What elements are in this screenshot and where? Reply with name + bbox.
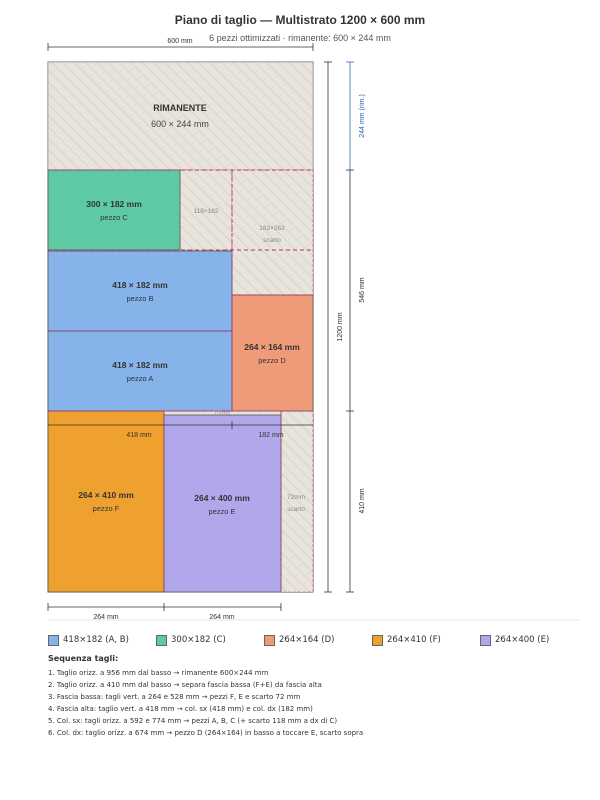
cut-step: 4. Fascia alta: taglio vert. a 418 mm → …	[48, 705, 313, 713]
piece-d-name: pezzo D	[258, 356, 286, 365]
legend-label: 300×182 (C)	[171, 635, 226, 645]
legend-item-c: 300×182 (C)	[156, 633, 226, 647]
legend-label: 264×164 (D)	[279, 635, 335, 645]
legend-swatch	[48, 634, 59, 646]
col-left-label: 418 mm	[126, 432, 151, 439]
legend-item-f: 264×410 (F)	[372, 633, 441, 647]
scrap-72-dims: 72mm	[287, 494, 305, 501]
right-top-label: 244 mm (rim.)	[359, 94, 366, 138]
cut-sequence: Sequenza tagli: 1. Taglio orizz. a 956 m…	[48, 654, 568, 742]
legend-swatch	[264, 634, 275, 646]
cut-step: 1. Taglio orizz. a 956 mm dal basso → ri…	[48, 669, 269, 677]
cut-step: 2. Taglio orizz. a 410 mm dal basso → se…	[48, 681, 322, 689]
legend-label: 264×400 (E)	[495, 635, 550, 645]
scrap-118-label: 118×182	[193, 208, 218, 215]
cut-step: 3. Fascia bassa: tagli vert. a 264 e 528…	[48, 693, 301, 701]
bottom-right-label: 264 mm	[209, 614, 234, 621]
segment-dimension: 244 mm (rim.) 546 mm 410 mm	[346, 61, 366, 593]
page-subtitle: 6 pezzi ottimizzati · rimanente: 600 × 2…	[209, 33, 391, 43]
piece-f-name: pezzo F	[93, 504, 120, 513]
legend-swatch	[480, 634, 491, 646]
right-bottom-label: 410 mm	[359, 488, 366, 513]
scrap-72	[280, 410, 314, 593]
legend-swatch	[372, 634, 383, 646]
legend-item-d: 264×164 (D)	[264, 633, 334, 647]
piece-e-dims: 264 × 400 mm	[194, 493, 250, 503]
right-mid-label: 546 mm	[359, 277, 366, 302]
piece-a-name: pezzo A	[127, 374, 154, 383]
sheet-width-label: 600 mm	[167, 38, 192, 45]
cut-step: 5. Col. sx: tagli orizz. a 592 e 774 mm …	[48, 717, 338, 725]
piece-f-dims: 264 × 410 mm	[78, 490, 134, 500]
top-width-dimension: 600 mm	[47, 38, 314, 51]
page-title: Piano di taglio — Multistrato 1200 × 600…	[175, 13, 425, 27]
piece-c-name: pezzo C	[100, 213, 128, 222]
scrap-182	[231, 169, 314, 296]
cut-step: 6. Col. dx: taglio orizz. a 674 mm → pez…	[48, 729, 364, 737]
piece-b: 418 × 182 mm pezzo B	[47, 250, 233, 332]
sheet-height-label: 1200 mm	[337, 312, 344, 341]
sheet-height-dimension: 1200 mm	[324, 61, 344, 593]
scrap-72-label: scarto	[287, 506, 305, 513]
gap-label: 10mm	[214, 411, 231, 417]
col-right-label: 182 mm	[258, 432, 283, 439]
column-dimension: 418 mm 182 mm	[48, 421, 313, 439]
piece-b-dims: 418 × 182 mm	[112, 280, 168, 290]
remnant-dims: 600 × 244 mm	[151, 119, 209, 129]
piece-c-dims: 300 × 182 mm	[86, 199, 142, 209]
legend-label: 264×410 (F)	[387, 635, 441, 645]
piece-e-name: pezzo E	[208, 507, 235, 516]
piece-d: 264 × 164 mm pezzo D	[231, 294, 314, 412]
piece-c: 300 × 182 mm pezzo C	[47, 169, 181, 251]
piece-d-dims: 264 × 164 mm	[244, 342, 300, 352]
remnant-area: RIMANENTE 600 × 244 mm	[47, 61, 314, 171]
cut-lines	[48, 169, 313, 592]
legend: 418×182 (A, B) 300×182 (C) 264×164 (D) 2…	[48, 633, 588, 647]
cut-sequence-heading: Sequenza tagli:	[48, 654, 119, 663]
bottom-dimension: 264 mm 264 mm	[47, 603, 282, 621]
legend-label: 418×182 (A, B)	[63, 635, 129, 645]
scrap-182-dims: 182×262	[259, 225, 285, 232]
remnant-label: RIMANENTE	[153, 103, 207, 113]
piece-e: 264 × 400 mm pezzo E	[163, 414, 282, 593]
legend-swatch	[156, 634, 167, 646]
piece-f: 264 × 410 mm pezzo F	[47, 410, 165, 593]
piece-b-name: pezzo B	[126, 294, 153, 303]
legend-item-ab: 418×182 (A, B)	[48, 633, 129, 647]
legend-item-e: 264×400 (E)	[480, 633, 549, 647]
piece-a: 418 × 182 mm pezzo A	[47, 330, 233, 412]
piece-a-dims: 418 × 182 mm	[112, 360, 168, 370]
bottom-left-label: 264 mm	[93, 614, 118, 621]
scrap-182-label: scarto	[263, 237, 281, 244]
